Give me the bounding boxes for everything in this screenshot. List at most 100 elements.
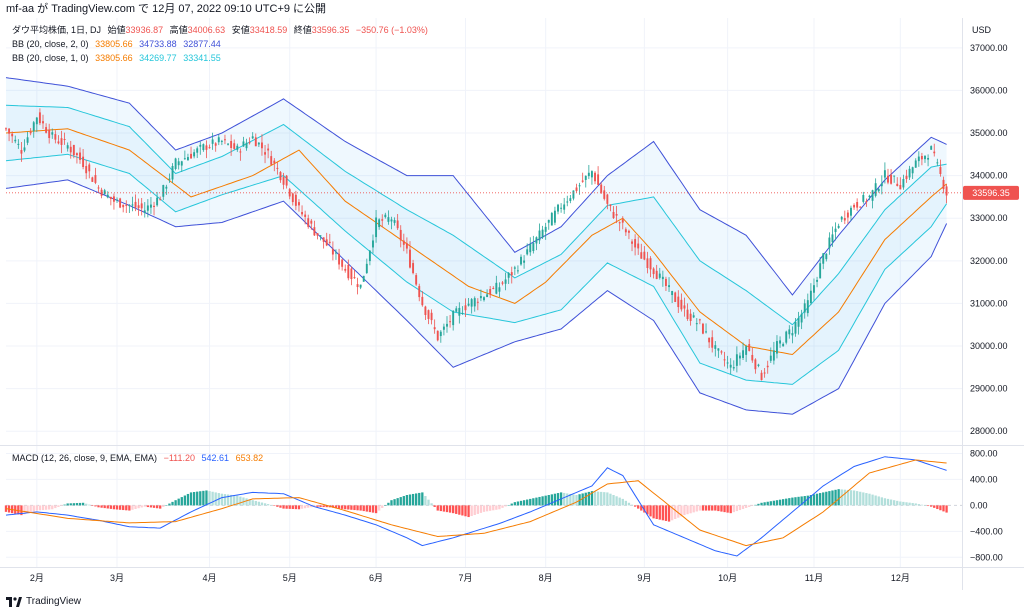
- candle-body: [267, 148, 270, 151]
- macd-histogram-bar: [936, 505, 939, 510]
- candle-body: [353, 277, 356, 279]
- time-axis-tick-5: 7月: [458, 573, 472, 583]
- macd-histogram-bar: [436, 505, 439, 511]
- macd-histogram-bar: [843, 489, 846, 506]
- candle-body: [38, 112, 41, 124]
- macd-histogram-bar: [501, 505, 504, 508]
- candle-body: [412, 263, 415, 274]
- candle-body: [449, 321, 452, 323]
- candle-body: [193, 152, 196, 157]
- macd-histogram-bar: [118, 505, 122, 510]
- macd-histogram-bar: [590, 491, 594, 506]
- macd-histogram-bar: [880, 497, 883, 506]
- candle-body: [871, 190, 874, 201]
- candle-body: [621, 219, 624, 223]
- macd-axis-tick-3: −400.00: [970, 526, 1003, 536]
- candle-body: [162, 185, 165, 197]
- macd-histogram-bar: [390, 500, 393, 506]
- candle-body: [66, 145, 69, 149]
- candle-body: [751, 354, 754, 361]
- candle-body: [735, 354, 738, 366]
- candle-body: [424, 306, 427, 315]
- macd-histogram-bar: [128, 505, 131, 511]
- candle-body: [100, 189, 103, 196]
- tradingview-logo-text: TradingView: [26, 596, 82, 607]
- candle-body: [652, 268, 655, 275]
- macd-histogram-bar: [115, 505, 119, 510]
- macd-histogram-bar: [211, 491, 214, 506]
- macd-histogram-bar: [840, 489, 843, 506]
- macd-histogram-bar: [637, 505, 640, 509]
- macd-histogram-bar: [473, 505, 476, 515]
- candle-body: [794, 322, 797, 334]
- macd-histogram-bar: [266, 504, 270, 506]
- candle-body: [933, 151, 936, 154]
- candle-body: [307, 218, 310, 227]
- candle-body: [328, 241, 331, 243]
- macd-histogram-bar: [254, 500, 257, 506]
- macd-histogram-bar: [260, 502, 264, 506]
- candle-body: [492, 287, 495, 289]
- macd-histogram-bar: [942, 505, 945, 512]
- candle-body: [273, 160, 276, 164]
- candle-body: [91, 177, 94, 182]
- candle-body: [227, 143, 229, 145]
- macd-histogram-bar: [760, 502, 763, 506]
- macd-histogram-bar: [424, 496, 427, 506]
- macd-histogram-bar: [448, 505, 452, 513]
- candle-body: [516, 270, 519, 272]
- macd-histogram-bar: [498, 505, 501, 510]
- macd-histogram-bar: [664, 505, 668, 521]
- macd-histogram-bar: [81, 502, 85, 506]
- candle-body: [20, 150, 23, 154]
- candle-body: [526, 249, 529, 255]
- macd-histogram-bar: [359, 505, 362, 511]
- macd-histogram-bar: [408, 494, 412, 506]
- tradingview-logo-icon: [6, 596, 22, 607]
- chart-canvas[interactable]: 33596.35 USD 37000.00 36000.00 35000.00 34000…: [0, 0, 1024, 590]
- macd-histogram-bar: [883, 498, 887, 506]
- candle-body: [313, 227, 316, 236]
- price-axis-tick-0: 37000.00: [970, 43, 1008, 53]
- candle-body: [677, 296, 680, 308]
- macd-histogram-bar: [738, 505, 742, 511]
- candle-body: [711, 337, 714, 348]
- macd-histogram-bar: [751, 505, 754, 506]
- macd-histogram-bar: [479, 505, 483, 513]
- candle-body: [578, 185, 581, 187]
- macd-histogram-bar: [683, 505, 686, 516]
- candle-body: [520, 256, 522, 265]
- candle-body: [116, 199, 118, 201]
- bb1-basis: 33805.66: [95, 53, 133, 63]
- candle-body: [415, 275, 418, 285]
- macd-histogram-bar: [396, 498, 399, 506]
- candle-body: [791, 333, 794, 336]
- last-price-tag-text: 33596.35: [972, 188, 1010, 198]
- macd-histogram-bar: [482, 505, 486, 512]
- candle-body: [532, 243, 535, 252]
- macd-histogram-bar: [421, 492, 424, 506]
- macd-histogram-bar: [223, 494, 227, 506]
- macd-histogram-bar: [516, 501, 520, 506]
- macd-histogram-bar: [785, 498, 788, 506]
- macd-histogram-bar: [285, 505, 288, 509]
- macd-histogram-bar: [902, 501, 905, 506]
- candle-body: [655, 270, 658, 280]
- price-axis-tick-9: 28000.00: [970, 426, 1008, 436]
- macd-histogram-bar: [442, 505, 446, 512]
- macd-histogram-bar: [522, 500, 526, 506]
- macd-histogram-bar: [35, 505, 38, 511]
- macd-histogram-bar: [726, 505, 729, 513]
- macd-histogram-bar: [273, 505, 276, 506]
- macd-histogram-bar: [337, 505, 341, 509]
- macd-histogram-bar: [689, 505, 692, 514]
- tradingview-footer[interactable]: TradingView: [6, 596, 81, 607]
- macd-histogram-bar: [618, 497, 621, 506]
- macd-histogram-bar: [205, 490, 208, 506]
- candle-body: [378, 219, 381, 228]
- macd-histogram-bar: [368, 505, 372, 513]
- candle-body: [134, 201, 137, 208]
- macd-histogram-bar: [233, 495, 236, 506]
- macd-histogram-bar: [374, 505, 378, 514]
- macd-signal-line: [5, 459, 947, 547]
